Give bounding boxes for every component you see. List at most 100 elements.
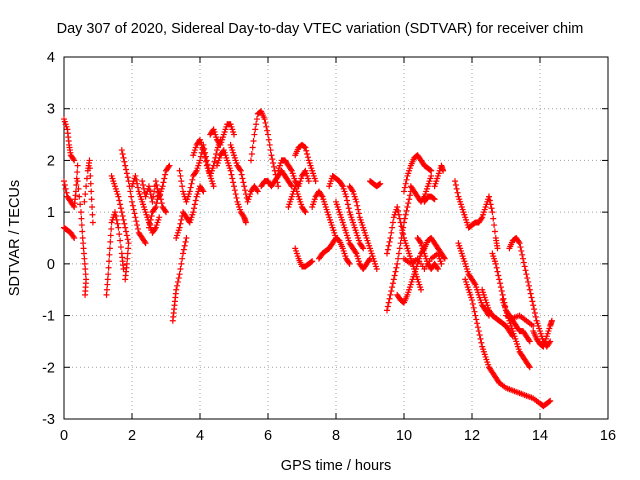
data-point <box>497 284 504 291</box>
x-tick-label: 10 <box>396 428 412 444</box>
data-point <box>527 290 534 297</box>
data-point <box>202 158 209 165</box>
data-point <box>180 250 186 257</box>
data-point <box>395 207 402 214</box>
data-point <box>117 244 124 251</box>
data-point <box>521 263 528 270</box>
data-point <box>417 238 424 245</box>
data-point <box>132 172 139 179</box>
data-point <box>489 209 496 216</box>
data-point <box>366 256 373 263</box>
data-point <box>240 179 247 186</box>
data-point <box>491 222 498 229</box>
data-point <box>157 196 164 203</box>
data-point <box>355 206 362 213</box>
data-point <box>261 116 268 123</box>
data-point <box>62 185 69 192</box>
data-point <box>385 242 392 249</box>
data-point <box>104 281 111 288</box>
data-point <box>186 188 193 195</box>
data-point <box>121 158 128 165</box>
data-point <box>146 183 152 190</box>
data-point <box>237 167 244 174</box>
data-point <box>107 238 114 245</box>
data-point <box>115 224 122 231</box>
data-point <box>124 174 131 181</box>
data-point <box>74 162 81 169</box>
data-point <box>128 193 135 200</box>
data-point <box>158 200 165 207</box>
data-point <box>183 235 190 241</box>
data-point <box>117 237 124 244</box>
data-point <box>529 298 536 305</box>
data-point <box>496 276 503 283</box>
data-point <box>87 172 94 179</box>
data-point <box>403 176 410 183</box>
data-point <box>166 162 173 169</box>
data-point <box>473 316 480 323</box>
data-point <box>187 184 194 191</box>
x-tick-label: 8 <box>332 428 340 444</box>
data-point <box>231 131 237 138</box>
data-point <box>162 171 169 178</box>
data-point <box>81 260 88 267</box>
data-point <box>391 272 398 279</box>
data-point <box>498 288 505 295</box>
y-tick-label: 1 <box>47 205 55 221</box>
data-point <box>189 176 196 183</box>
data-point <box>478 339 485 346</box>
data-point <box>452 181 459 188</box>
data-point <box>309 258 316 265</box>
data-point <box>388 288 395 295</box>
data-point <box>469 297 475 304</box>
data-point <box>393 264 400 271</box>
data-point <box>400 231 407 238</box>
data-point <box>287 181 294 188</box>
y-tick-label: 2 <box>47 153 55 169</box>
data-point <box>477 335 484 342</box>
data-point <box>134 184 141 191</box>
data-point <box>103 286 110 293</box>
data-point <box>122 276 129 283</box>
data-point <box>179 255 186 262</box>
data-point <box>71 235 78 241</box>
data-point <box>106 258 113 265</box>
data-point <box>174 282 181 289</box>
data-point <box>141 238 148 245</box>
data-point <box>123 232 130 239</box>
data-point <box>233 194 240 201</box>
data-point <box>528 294 535 301</box>
data-point <box>360 245 367 252</box>
data-point <box>61 181 68 188</box>
data-point <box>131 210 138 217</box>
y-tick-label: 3 <box>47 102 55 118</box>
data-point <box>475 328 482 335</box>
data-point <box>531 309 538 316</box>
data-point <box>148 213 155 220</box>
data-point <box>428 172 435 179</box>
data-point <box>151 205 158 212</box>
data-point <box>344 201 351 208</box>
data-point <box>113 216 120 223</box>
data-point <box>486 193 492 200</box>
data-point <box>174 278 181 285</box>
data-point <box>287 166 294 173</box>
data-point <box>88 196 95 203</box>
data-point <box>470 304 477 311</box>
data-point <box>190 209 197 216</box>
data-point <box>251 131 258 138</box>
data-point <box>125 178 132 185</box>
data-point <box>178 178 185 185</box>
data-point <box>373 266 380 273</box>
data-point <box>86 165 93 172</box>
data-point <box>80 245 87 252</box>
data-point <box>471 280 478 287</box>
data-point <box>152 203 159 210</box>
data-point <box>499 291 506 298</box>
data-point <box>176 167 183 174</box>
data-point <box>404 203 411 210</box>
data-point <box>227 167 234 174</box>
data-point <box>396 245 403 252</box>
data-point <box>88 188 95 195</box>
data-point <box>516 240 523 247</box>
